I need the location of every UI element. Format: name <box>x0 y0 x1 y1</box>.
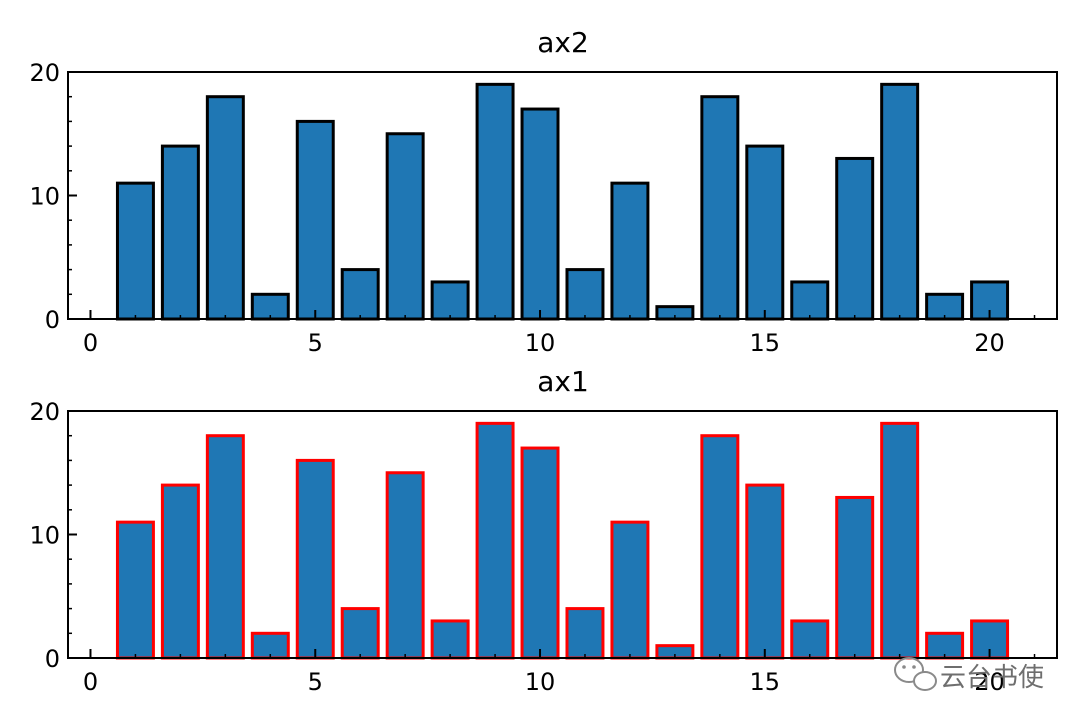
ticks: 0 5 10 15 20 0 10 20 <box>29 398 1036 696</box>
bar <box>790 619 830 660</box>
chart-title: ax2 <box>537 26 589 59</box>
bar <box>835 495 875 660</box>
x-tick-label: 15 <box>750 329 781 357</box>
bar <box>205 95 245 321</box>
x-tick-label: 10 <box>525 329 556 357</box>
bar <box>115 520 155 660</box>
bar <box>565 268 605 321</box>
x-tick-label: 5 <box>308 668 323 696</box>
bar <box>565 607 605 660</box>
x-tick-label: 0 <box>83 668 98 696</box>
y-tick-label: 0 <box>45 306 60 334</box>
bar <box>700 95 740 321</box>
x-tick-label: 0 <box>83 329 98 357</box>
bar <box>610 181 650 321</box>
bar <box>295 119 335 321</box>
bar <box>115 181 155 321</box>
watermark-text: 云台书使 <box>940 663 1044 693</box>
wechat-icon <box>894 657 937 691</box>
bar <box>745 144 785 321</box>
bar <box>610 520 650 660</box>
watermark: 云台书使 <box>894 657 1044 693</box>
bar <box>205 434 245 660</box>
bar <box>340 268 380 321</box>
bars <box>115 421 1010 660</box>
bar <box>475 421 515 660</box>
y-tick-label: 10 <box>29 522 60 550</box>
bar <box>160 483 200 660</box>
bar <box>700 434 740 660</box>
chart-title: ax1 <box>537 365 589 398</box>
bar <box>430 280 470 321</box>
x-tick-label: 10 <box>525 668 556 696</box>
x-tick-label: 20 <box>974 329 1005 357</box>
bar <box>745 483 785 660</box>
bar <box>790 280 830 321</box>
bar <box>295 458 335 660</box>
bar <box>835 156 875 321</box>
ticks: 0 5 10 15 20 0 10 20 <box>29 59 1036 357</box>
x-tick-label: 5 <box>308 329 323 357</box>
bars <box>115 82 1010 321</box>
bar <box>475 82 515 321</box>
chart-ax2: ax2 0 5 10 15 20 0 10 20 <box>29 26 1058 357</box>
bar <box>160 144 200 321</box>
chart-ax1: ax1 0 5 10 15 20 0 10 20 <box>29 365 1058 696</box>
bar <box>430 619 470 660</box>
bar <box>880 421 920 660</box>
bar <box>340 607 380 660</box>
y-tick-label: 20 <box>29 59 60 87</box>
x-tick-label: 15 <box>750 668 781 696</box>
bar <box>880 82 920 321</box>
bar <box>385 132 425 321</box>
bar <box>520 107 560 321</box>
bar <box>385 471 425 660</box>
x-tick-label: 20 <box>974 668 1005 696</box>
bar <box>520 446 560 660</box>
y-tick-label: 20 <box>29 398 60 426</box>
y-tick-label: 10 <box>29 183 60 211</box>
y-tick-label: 0 <box>45 645 60 673</box>
